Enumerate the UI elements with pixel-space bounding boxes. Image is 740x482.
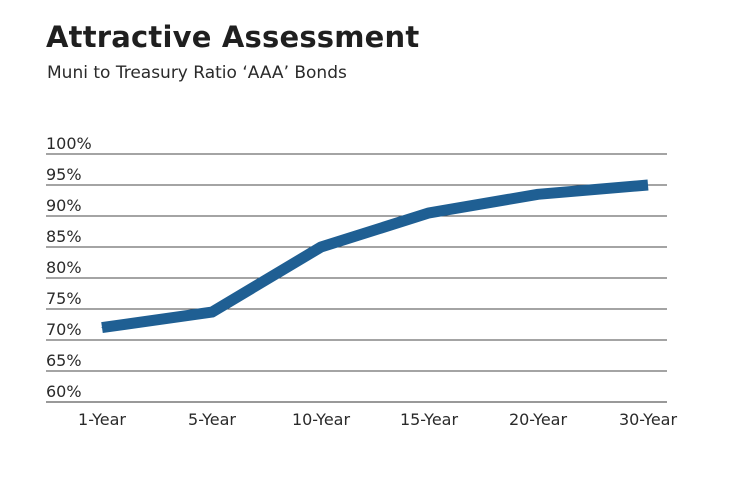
x-tick-label: 30-Year <box>619 410 678 429</box>
x-tick-label: 20-Year <box>509 410 568 429</box>
y-tick-label: 85% <box>46 227 82 246</box>
data-point <box>101 327 103 329</box>
x-axis-ticks: 1-Year 5-Year 10-Year 15-Year 20-Year 30-Year <box>78 410 677 429</box>
data-point <box>647 184 649 186</box>
y-tick-label: 100% <box>46 134 92 153</box>
data-point <box>211 311 213 313</box>
x-tick-label: 10-Year <box>292 410 351 429</box>
x-tick-label: 15-Year <box>400 410 459 429</box>
y-tick-label: 65% <box>46 351 82 370</box>
gridlines <box>46 153 667 403</box>
chart-subtitle: Muni to Treasury Ratio ‘AAA’ Bonds <box>47 63 347 83</box>
chart-title: Attractive Assessment <box>46 20 420 54</box>
data-point <box>537 193 539 195</box>
data-point <box>428 212 430 214</box>
series-layer <box>101 179 649 334</box>
y-tick-label: 80% <box>46 258 82 277</box>
y-tick-label: 75% <box>46 289 82 308</box>
y-tick-label: 95% <box>46 165 82 184</box>
x-tick-label: 5-Year <box>188 410 236 429</box>
y-axis-ticks: 60% 65% 70% 75% 80% 85% 90% 95% 100% <box>46 134 92 401</box>
series-line-0 <box>101 179 649 334</box>
y-tick-label: 90% <box>46 196 82 215</box>
y-tick-label: 60% <box>46 382 82 401</box>
y-tick-label: 70% <box>46 320 82 339</box>
data-point <box>320 246 322 248</box>
x-tick-label: 1-Year <box>78 410 126 429</box>
